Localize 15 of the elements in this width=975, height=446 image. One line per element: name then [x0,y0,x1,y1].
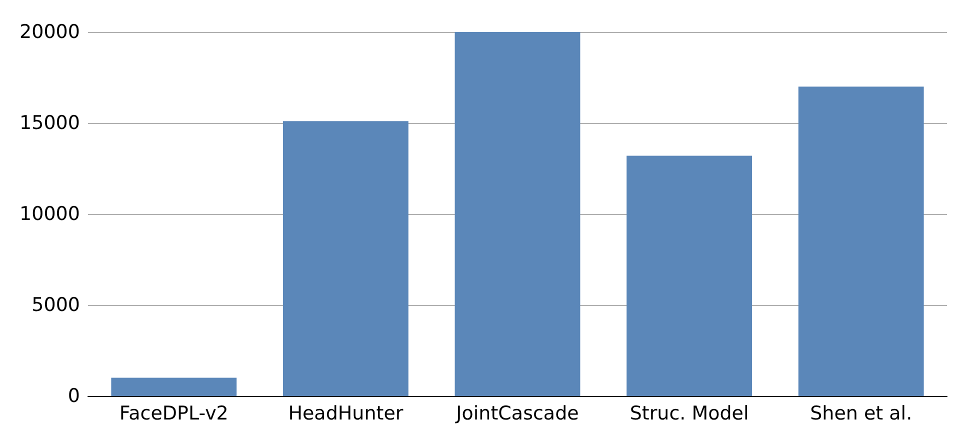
x-tick-label: Struc. Model [630,402,749,424]
x-tick-label: Shen et al. [810,402,912,424]
y-tick-label: 0 [68,385,80,407]
bar [798,86,924,396]
x-tick-label: JointCascade [455,402,579,424]
x-tick-label: HeadHunter [288,402,404,424]
bar [111,378,237,396]
y-tick-label: 15000 [20,112,80,134]
bar [626,156,752,396]
y-tick-label: 20000 [20,21,80,43]
y-tick-label: 10000 [20,203,80,225]
x-tick-label: FaceDPL-v2 [119,402,228,424]
bar [282,121,408,396]
y-tick-label: 5000 [32,294,80,316]
bar [454,32,580,396]
